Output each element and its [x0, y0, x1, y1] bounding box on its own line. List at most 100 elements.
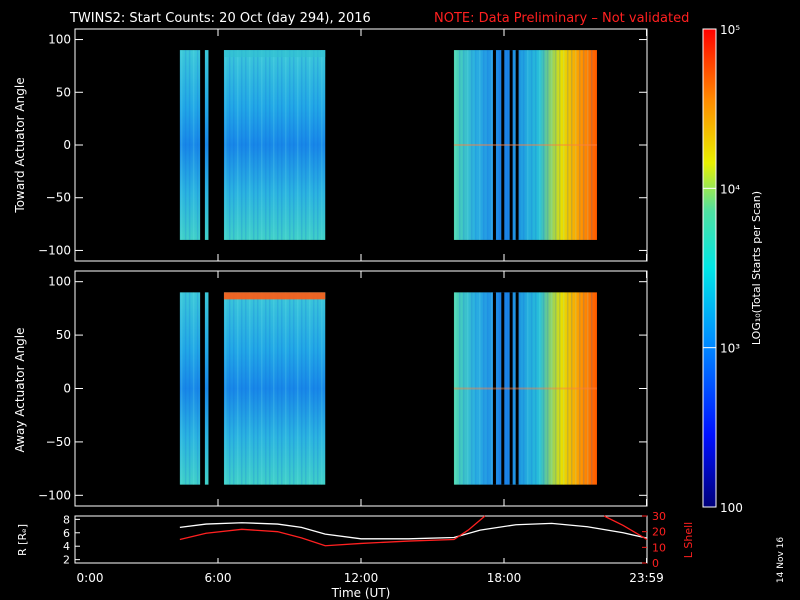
streak — [578, 292, 581, 485]
dropout-line — [501, 292, 505, 485]
streak — [546, 50, 549, 240]
dropout-line — [492, 292, 496, 485]
streak — [236, 50, 239, 240]
streak — [466, 292, 469, 485]
streak — [522, 292, 525, 485]
y-tick-label: −100 — [38, 488, 71, 502]
l-shell-axis-label: L Shell — [682, 522, 695, 558]
l-shell-tick-label: 10 — [652, 541, 666, 554]
dropout-line — [515, 50, 519, 240]
streak — [506, 292, 509, 485]
y-tick-label: −50 — [46, 435, 71, 449]
streak — [526, 292, 529, 485]
streak — [566, 292, 569, 485]
streak — [284, 50, 287, 240]
streak — [538, 292, 541, 485]
colorbar-scale — [702, 28, 717, 508]
streak — [228, 292, 231, 485]
l-shell-tick-label: 20 — [652, 526, 666, 539]
streak — [180, 50, 183, 240]
dropout-line — [509, 292, 513, 485]
streak — [304, 292, 307, 485]
streak — [486, 292, 489, 485]
edge-band — [223, 292, 326, 300]
heatmap-data — [179, 50, 597, 240]
y-tick-label: 0 — [63, 138, 71, 152]
streak — [308, 50, 311, 240]
preliminary-note: NOTE: Data Preliminary – Not validated — [434, 11, 689, 26]
y-axis-ticks: 100 50 0 −50 −100 — [38, 29, 648, 261]
streak — [574, 292, 577, 485]
streak — [526, 50, 529, 240]
streak — [304, 50, 307, 240]
streak — [458, 50, 461, 240]
streak — [184, 50, 187, 240]
streak — [462, 50, 465, 240]
panel-frame — [74, 515, 648, 564]
edge-band — [223, 50, 326, 58]
x-axis-label: Time (UT) — [331, 586, 391, 600]
streak — [276, 50, 279, 240]
streak — [498, 50, 501, 240]
streak — [192, 292, 195, 485]
r-tick-label: 8 — [63, 513, 70, 526]
streak — [558, 50, 561, 240]
streak — [296, 292, 299, 485]
streak — [482, 292, 485, 485]
streak — [542, 50, 545, 240]
coverage-block — [223, 292, 326, 485]
colorbar-tick-label: 10³ — [720, 342, 740, 356]
streak — [196, 292, 199, 485]
streak — [300, 292, 303, 485]
l-shell-tick-label: 0 — [652, 557, 659, 570]
streak — [462, 292, 465, 485]
streak — [498, 292, 501, 485]
streak — [478, 50, 481, 240]
streak — [232, 292, 235, 485]
streak — [316, 50, 319, 240]
streak — [582, 292, 585, 485]
away-angle-panel: 100 50 0 −50 −100 Away Actuator Angle — [13, 270, 648, 507]
x-tick-label: 6:00 — [205, 571, 232, 585]
streak — [284, 292, 287, 485]
streak — [248, 292, 251, 485]
x-tick-label: 12:00 — [344, 571, 379, 585]
streak — [252, 50, 255, 240]
y-tick-label: 100 — [48, 33, 71, 47]
streak — [590, 50, 593, 240]
streak — [470, 50, 473, 240]
streak — [188, 50, 191, 240]
streak — [196, 50, 199, 240]
l-shell-tick-label: 30 — [652, 510, 666, 523]
streak — [582, 50, 585, 240]
coverage-block — [204, 50, 209, 240]
y-axis-label: Toward Actuator Angle — [13, 77, 27, 213]
dropout-line — [501, 50, 505, 240]
streak — [562, 50, 565, 240]
streak — [312, 292, 315, 485]
streak — [232, 50, 235, 240]
coverage-block — [204, 292, 209, 485]
streak — [562, 292, 565, 485]
streak — [534, 292, 537, 485]
streak — [244, 292, 247, 485]
heatmap-data — [179, 292, 597, 485]
streak — [474, 50, 477, 240]
orbit-series-line — [603, 515, 648, 541]
streak — [252, 292, 255, 485]
x-tick-label: 23:59 — [629, 571, 664, 585]
streak — [486, 50, 489, 240]
streak — [320, 50, 323, 240]
streak — [320, 292, 323, 485]
streak — [518, 292, 521, 485]
streak — [188, 292, 191, 485]
streak — [280, 292, 283, 485]
y-tick-label: 100 — [48, 275, 71, 289]
streak — [316, 292, 319, 485]
streak — [542, 292, 545, 485]
streak — [570, 50, 573, 240]
colorbar: 10⁵ 10⁴ 10³ 100 LOG₁₀(Total Starts per Scan… — [702, 23, 763, 515]
y-axis-ticks: 100 50 0 −50 −100 — [38, 271, 648, 506]
streak — [228, 50, 231, 240]
streak — [550, 292, 553, 485]
